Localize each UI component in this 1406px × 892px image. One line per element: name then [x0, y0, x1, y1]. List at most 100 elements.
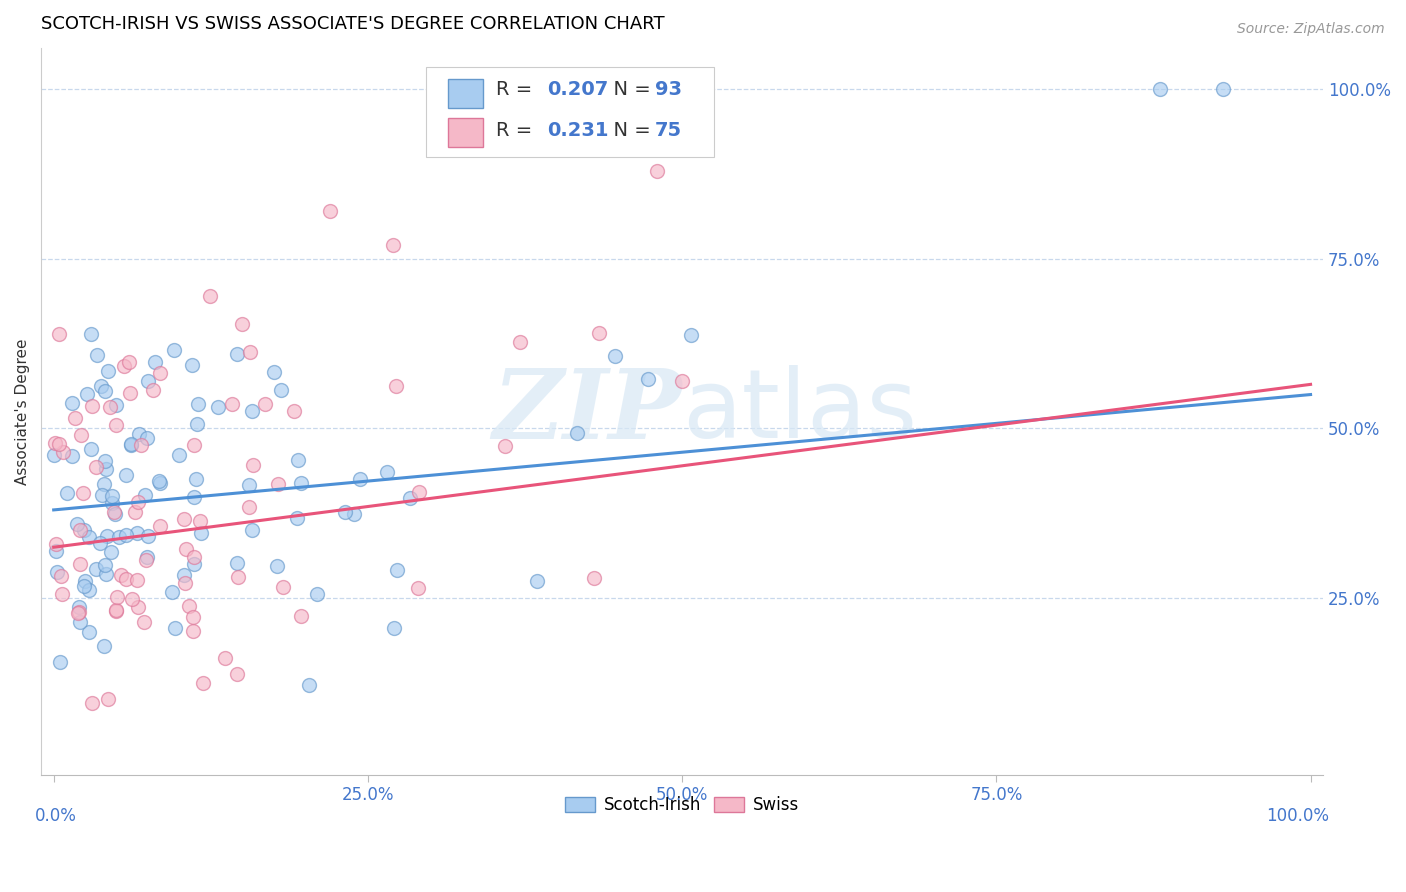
Point: [184, 472, 207, 486]
Point: [149, 475, 172, 490]
Point: [48, 327, 70, 342]
Point: [120, 437, 142, 451]
Point: [287, 453, 309, 467]
Point: [183, 550, 205, 565]
Point: [135, 552, 157, 566]
Point: [238, 345, 260, 359]
Point: [163, 343, 186, 357]
Point: [181, 610, 204, 624]
Point: [270, 383, 292, 397]
Point: [104, 417, 127, 432]
Point: [127, 494, 149, 508]
Point: [108, 530, 131, 544]
FancyBboxPatch shape: [426, 67, 714, 157]
Point: [112, 359, 135, 373]
Text: atlas: atlas: [682, 365, 917, 458]
Point: [134, 488, 156, 502]
Point: [77, 530, 100, 544]
Text: N =: N =: [602, 80, 658, 99]
Point: [115, 572, 138, 586]
Point: [104, 507, 127, 521]
Point: [118, 355, 141, 369]
Point: [240, 404, 263, 418]
Point: [89, 535, 111, 549]
Point: [1212, 82, 1234, 96]
Point: [565, 426, 588, 441]
Point: [73, 574, 96, 589]
Point: [91, 487, 114, 501]
Point: [179, 599, 201, 614]
Point: [76, 387, 98, 401]
Point: [333, 505, 356, 519]
Point: [679, 327, 702, 342]
Point: [180, 358, 202, 372]
Point: [80, 327, 103, 342]
Text: 0.207: 0.207: [547, 80, 609, 99]
Point: [104, 398, 127, 412]
Point: [42, 448, 65, 462]
Point: [86, 348, 108, 362]
Point: [384, 379, 406, 393]
Point: [136, 528, 159, 542]
Point: [283, 403, 305, 417]
Point: [267, 477, 290, 491]
Point: [72, 486, 94, 500]
Point: [77, 625, 100, 640]
Point: [174, 542, 197, 557]
Text: 75: 75: [655, 120, 682, 140]
Point: [63, 411, 86, 425]
Point: [73, 579, 96, 593]
Text: 0.0%: 0.0%: [35, 807, 76, 825]
Point: [84, 562, 107, 576]
Point: [169, 449, 191, 463]
Point: [375, 465, 398, 479]
Point: [298, 678, 321, 692]
Point: [48, 437, 70, 451]
Point: [238, 477, 260, 491]
Point: [214, 651, 236, 665]
Point: [100, 544, 122, 558]
Point: [198, 288, 221, 302]
FancyBboxPatch shape: [447, 78, 484, 108]
Point: [121, 591, 143, 606]
Point: [86, 460, 108, 475]
Point: [120, 436, 142, 450]
Point: [582, 571, 605, 585]
Point: [69, 557, 91, 571]
Point: [93, 477, 115, 491]
Point: [114, 528, 136, 542]
Point: [343, 507, 366, 521]
Point: [238, 500, 260, 515]
Point: [160, 585, 183, 599]
Point: [51, 587, 73, 601]
Point: [98, 401, 121, 415]
Point: [509, 335, 531, 350]
Point: [149, 518, 172, 533]
Point: [105, 590, 128, 604]
Point: [97, 364, 120, 378]
Point: [127, 600, 149, 615]
Point: [494, 439, 516, 453]
Point: [181, 624, 204, 639]
Point: [399, 491, 422, 505]
Point: [149, 366, 172, 380]
Point: [45, 544, 67, 558]
Point: [67, 599, 90, 614]
Text: R =: R =: [496, 80, 538, 99]
Point: [231, 317, 253, 331]
FancyBboxPatch shape: [447, 118, 484, 147]
Point: [187, 397, 209, 411]
Text: 100.0%: 100.0%: [1267, 807, 1330, 825]
Point: [226, 569, 249, 583]
Text: SCOTCH-IRISH VS SWISS ASSOCIATE'S DEGREE CORRELATION CHART: SCOTCH-IRISH VS SWISS ASSOCIATE'S DEGREE…: [41, 15, 665, 33]
Point: [45, 565, 67, 579]
Text: Source: ZipAtlas.com: Source: ZipAtlas.com: [1237, 22, 1385, 37]
Point: [645, 163, 668, 178]
Point: [290, 476, 312, 491]
Point: [118, 386, 141, 401]
Point: [136, 374, 159, 388]
Point: [60, 396, 83, 410]
Point: [263, 365, 285, 379]
Point: [266, 558, 288, 573]
Point: [253, 397, 276, 411]
